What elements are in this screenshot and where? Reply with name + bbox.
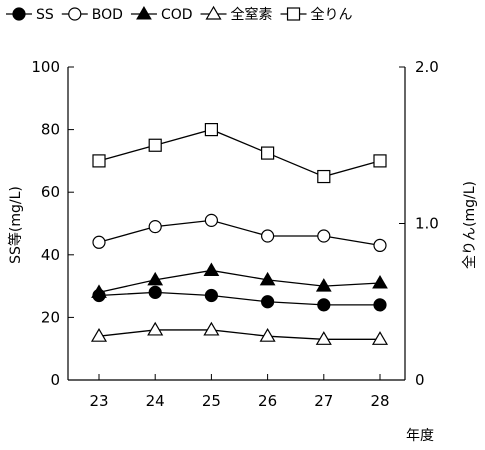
x-tick-label: 28 [370, 392, 389, 410]
legend-item: COD [130, 6, 193, 23]
legend-label: BOD [92, 7, 123, 23]
data-point [204, 288, 218, 303]
data-point [317, 229, 331, 243]
series-SS [92, 285, 387, 312]
series-line [98, 219, 381, 247]
y-axis-left-label: SS等(mg/L) [7, 186, 24, 264]
legend-marker [205, 5, 222, 20]
data-point [372, 274, 388, 289]
data-point [148, 138, 162, 152]
y-left-tick-label: 40 [41, 246, 60, 264]
data-point [147, 271, 164, 286]
series-全りん [92, 122, 387, 184]
data-point [203, 321, 220, 336]
legend-item: 全りん [280, 6, 353, 23]
data-point [203, 262, 220, 276]
legend-item: SS [6, 7, 54, 23]
data-point [261, 229, 275, 243]
data-point [317, 169, 331, 184]
data-point [261, 295, 275, 309]
data-point [317, 298, 331, 312]
series-全窒素 [90, 321, 389, 345]
data-point [148, 220, 162, 234]
axes: 0 20 40 60 80 100 0 1.0 2.0 23 24 25 26 27 28 [31, 58, 439, 410]
data-point [92, 154, 106, 168]
y-axis-right-label: 全りん(mg/L) [461, 181, 478, 269]
data-point [373, 298, 387, 312]
legend-label: 全窒素 [231, 6, 273, 23]
series-BOD [92, 213, 387, 253]
x-tick-label: 27 [314, 392, 333, 410]
data-point [147, 321, 164, 336]
series-line [98, 128, 381, 178]
legend-marker [136, 6, 152, 20]
data-point [315, 278, 332, 292]
series-line [98, 329, 380, 340]
data-point [261, 146, 275, 160]
data-point [259, 327, 276, 342]
y-left-tick-label: 20 [41, 308, 60, 326]
data-point [371, 331, 389, 345]
y-right-tick-label: 2.0 [415, 58, 439, 76]
x-axis-label: 年度 [406, 428, 434, 444]
y-left-tick-label: 60 [41, 183, 60, 201]
legend-item: BOD [61, 7, 123, 23]
legend-label: 全りん [311, 6, 353, 23]
data-point [90, 327, 108, 342]
legend: SS BOD COD 全窒素 全りん [6, 5, 353, 23]
legend-label: SS [36, 7, 54, 23]
y-left-tick-label: 0 [50, 371, 60, 389]
data-point [373, 154, 387, 168]
data-point [315, 331, 332, 345]
legend-marker [12, 7, 26, 21]
plot-area [90, 122, 389, 345]
legend-item: 全窒素 [200, 5, 273, 23]
y-right-tick-label: 1.0 [415, 215, 439, 233]
y-right-tick-label: 0 [415, 371, 425, 389]
x-tick-label: 26 [258, 392, 277, 410]
legend-label: COD [161, 7, 193, 23]
x-tick-label: 24 [146, 392, 165, 410]
legend-marker [68, 7, 82, 21]
data-point [259, 271, 276, 286]
series-line [98, 291, 380, 306]
x-tick-label: 25 [202, 392, 221, 410]
y-left-tick-label: 80 [41, 121, 60, 139]
series-COD [91, 262, 388, 298]
legend-marker [286, 7, 301, 21]
y-left-tick-label: 100 [31, 58, 60, 76]
data-point [148, 285, 162, 299]
data-point [204, 122, 218, 137]
data-point [373, 238, 387, 253]
series-line [98, 269, 381, 293]
x-tick-label: 23 [89, 392, 108, 410]
data-point [204, 213, 218, 227]
data-point [91, 284, 107, 298]
data-point [92, 235, 106, 249]
